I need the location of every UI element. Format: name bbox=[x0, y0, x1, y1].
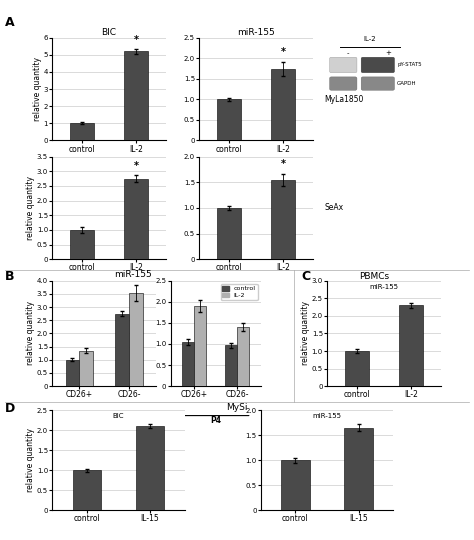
Y-axis label: relative quantity: relative quantity bbox=[27, 176, 36, 240]
Bar bbox=[129, 293, 143, 386]
Bar bbox=[345, 351, 369, 386]
FancyBboxPatch shape bbox=[361, 77, 394, 90]
Text: C: C bbox=[301, 270, 310, 283]
Bar bbox=[80, 350, 93, 386]
Text: MySi: MySi bbox=[226, 403, 248, 413]
Text: *: * bbox=[134, 35, 138, 45]
Text: P3: P3 bbox=[99, 416, 110, 425]
Bar bbox=[70, 123, 94, 140]
Bar bbox=[70, 230, 94, 259]
Y-axis label: relative quantity: relative quantity bbox=[301, 301, 310, 366]
Bar bbox=[217, 99, 241, 140]
Title: miR-155: miR-155 bbox=[237, 28, 275, 37]
Text: A: A bbox=[5, 16, 14, 29]
Text: BIC: BIC bbox=[113, 414, 124, 420]
Text: miR-155: miR-155 bbox=[114, 270, 152, 279]
Bar bbox=[73, 470, 101, 510]
FancyBboxPatch shape bbox=[361, 57, 394, 73]
Bar bbox=[217, 208, 241, 259]
FancyBboxPatch shape bbox=[329, 77, 357, 90]
Text: SeAx: SeAx bbox=[325, 204, 344, 212]
Bar bbox=[271, 180, 295, 259]
Bar bbox=[182, 342, 194, 386]
Text: pY-STAT5: pY-STAT5 bbox=[397, 63, 422, 68]
Text: *: * bbox=[281, 48, 285, 57]
Bar bbox=[136, 427, 164, 510]
Text: PBMCs: PBMCs bbox=[359, 272, 390, 281]
Text: B: B bbox=[5, 270, 14, 283]
Text: -: - bbox=[347, 50, 350, 56]
Bar bbox=[345, 428, 373, 510]
Text: +: + bbox=[385, 50, 392, 56]
Y-axis label: relative quantity: relative quantity bbox=[33, 57, 42, 121]
Bar bbox=[124, 51, 148, 140]
Bar bbox=[281, 460, 310, 510]
FancyBboxPatch shape bbox=[329, 57, 357, 73]
Bar bbox=[65, 360, 80, 386]
Legend: control, IL-2: control, IL-2 bbox=[220, 284, 257, 300]
Bar bbox=[225, 345, 237, 386]
Text: D: D bbox=[5, 402, 15, 415]
Text: P4: P4 bbox=[210, 416, 221, 425]
Title: BIC: BIC bbox=[101, 28, 117, 37]
Bar bbox=[124, 179, 148, 259]
Text: IL-2: IL-2 bbox=[364, 36, 376, 42]
Y-axis label: relative quantity: relative quantity bbox=[27, 428, 36, 492]
Text: miR-155: miR-155 bbox=[369, 284, 399, 290]
Bar bbox=[271, 69, 295, 140]
Bar bbox=[399, 306, 423, 386]
Text: *: * bbox=[134, 161, 138, 171]
Bar bbox=[237, 327, 249, 386]
Text: MyLa1850: MyLa1850 bbox=[325, 96, 364, 104]
Text: miR-155: miR-155 bbox=[312, 414, 342, 420]
Bar bbox=[194, 306, 206, 386]
Text: *: * bbox=[281, 159, 285, 170]
Y-axis label: relative quantity: relative quantity bbox=[27, 301, 36, 366]
Text: GAPDH: GAPDH bbox=[397, 81, 417, 86]
Bar bbox=[115, 314, 129, 386]
